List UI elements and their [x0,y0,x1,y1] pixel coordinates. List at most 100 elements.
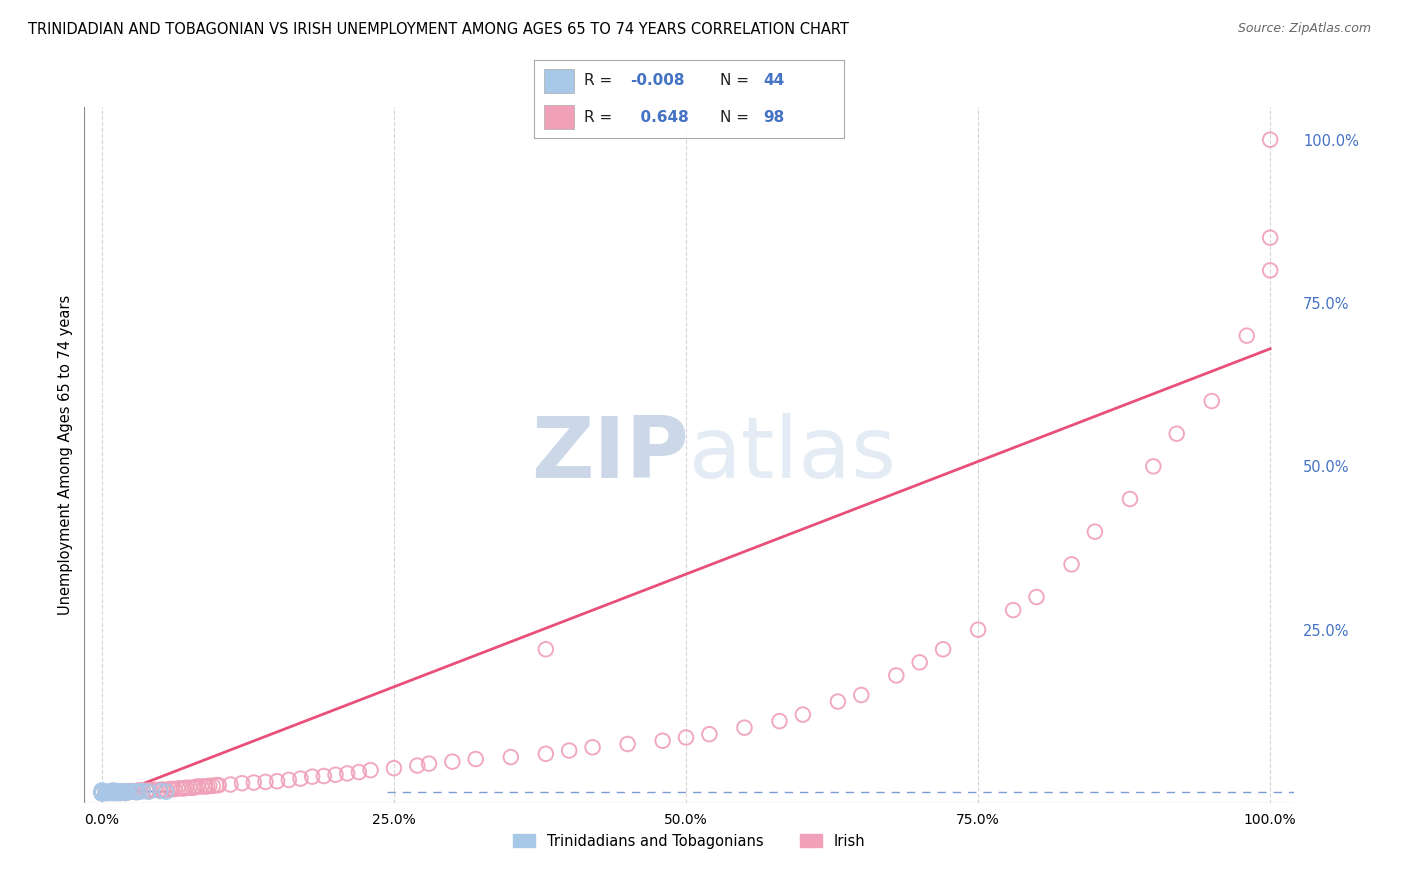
Point [181,780,204,795]
Point [103,786,125,800]
Point [90,786,112,800]
Point [111,785,134,799]
Point [884,668,907,682]
Point [908,656,931,670]
Point [201,779,224,793]
Point [1201,394,1223,409]
Point [117,785,139,799]
Point [107,785,129,799]
Point [138,785,160,799]
Point [360,763,382,777]
Point [558,743,581,757]
Point [104,785,127,799]
Point [733,721,755,735]
Point [325,768,347,782]
Point [90,785,112,799]
Point [155,785,177,799]
Point [149,784,172,798]
Point [312,769,335,783]
Point [418,756,440,771]
Point [166,781,188,796]
Point [195,780,218,794]
Text: R =: R = [583,73,617,88]
Point [138,784,160,798]
Point [851,688,873,702]
Point [90,786,112,800]
Point [266,774,288,789]
Point [103,785,125,799]
Point [173,781,195,796]
Point [101,785,124,799]
Point [117,785,139,799]
Point [120,784,142,798]
Point [108,786,131,800]
Text: Source: ZipAtlas.com: Source: ZipAtlas.com [1237,22,1371,36]
Point [125,784,148,798]
Point [114,786,136,800]
Point [115,784,138,798]
Point [90,784,112,798]
Point [100,785,122,799]
Point [301,770,323,784]
Point [90,783,112,797]
Point [103,786,125,800]
Text: -0.008: -0.008 [630,73,685,88]
Point [499,750,522,764]
Point [90,785,112,799]
Point [143,782,166,797]
Point [1084,524,1107,539]
Point [675,731,697,745]
Text: 44: 44 [763,73,785,88]
Point [768,714,790,728]
Legend: Trinidadians and Tobagonians, Irish: Trinidadians and Tobagonians, Irish [508,828,870,855]
Point [967,623,990,637]
Point [1025,590,1047,604]
Point [90,785,112,799]
Point [108,785,131,799]
Point [90,786,112,800]
Point [138,783,160,797]
Point [219,777,242,791]
Point [198,779,221,793]
Point [103,783,125,797]
Point [464,752,486,766]
Point [90,785,112,799]
Point [132,784,155,798]
Text: TRINIDADIAN AND TOBAGONIAN VS IRISH UNEMPLOYMENT AMONG AGES 65 TO 74 YEARS CORRE: TRINIDADIAN AND TOBAGONIAN VS IRISH UNEM… [28,22,849,37]
Point [155,782,177,797]
Point [1166,426,1188,441]
Point [347,765,370,780]
Point [90,786,112,800]
Point [124,785,146,799]
Point [105,786,128,800]
Point [179,780,201,795]
Point [441,755,464,769]
Point [1142,459,1164,474]
Point [90,786,112,800]
Point [231,776,253,790]
FancyBboxPatch shape [544,70,575,93]
Point [194,780,217,794]
Point [90,786,112,800]
Point [581,740,603,755]
Y-axis label: Unemployment Among Ages 65 to 74 years: Unemployment Among Ages 65 to 74 years [58,294,73,615]
Point [187,780,209,794]
Point [94,786,117,800]
Point [651,733,673,747]
Text: R =: R = [583,110,617,125]
Text: N =: N = [720,110,754,125]
Point [120,785,142,799]
Point [90,785,112,799]
Text: 0.648: 0.648 [630,110,689,125]
Point [114,786,136,800]
Point [152,782,174,797]
Point [174,780,197,795]
Point [932,642,955,657]
Point [382,761,405,775]
Point [242,775,264,789]
Point [110,785,132,799]
Point [97,785,120,799]
Point [1119,491,1142,506]
Point [120,785,142,799]
Text: N =: N = [720,73,754,88]
